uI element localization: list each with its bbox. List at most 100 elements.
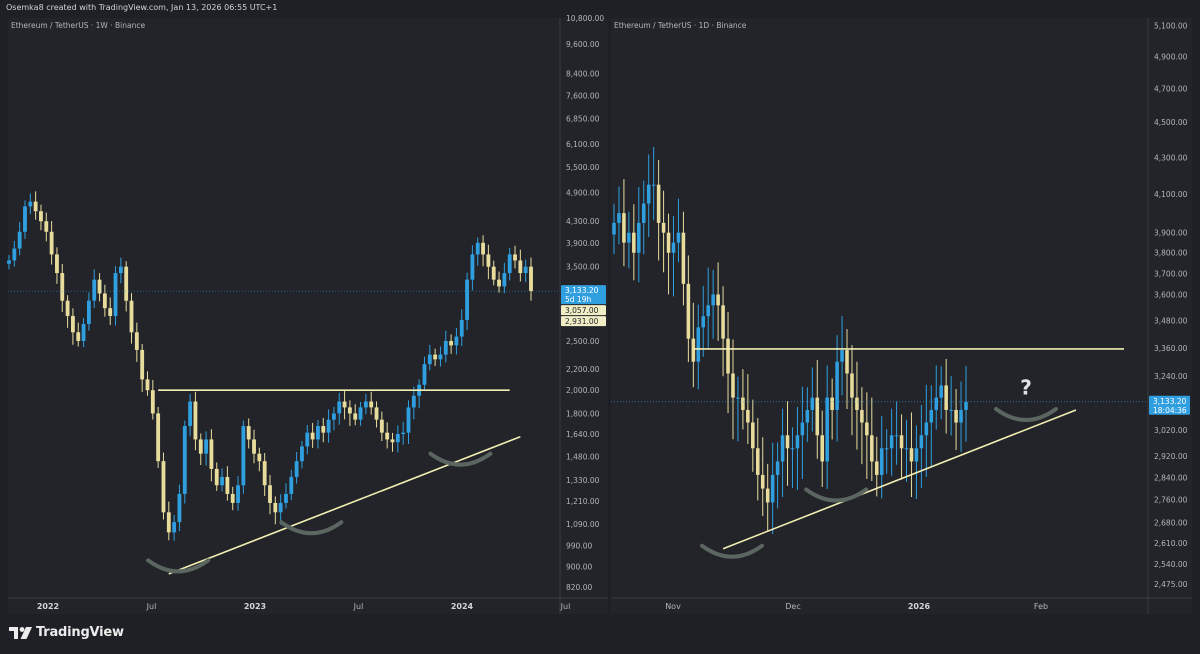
candle (835, 361, 839, 410)
candle (934, 397, 939, 410)
y-tick-label: 2,200.00 (566, 365, 600, 374)
y-tick-label: 3,900.00 (1154, 229, 1188, 238)
candle (840, 350, 844, 362)
chart-watermark-header: Osemka8 created with TradingView.com, Ja… (6, 3, 278, 12)
y-tick-label: 3,500.00 (566, 263, 600, 272)
candle (746, 409, 750, 423)
chart-title: Ethereum / TetherUS · 1D · Binance (614, 21, 747, 30)
candle (262, 461, 267, 486)
x-tick-label: Dec (785, 602, 800, 611)
candle (795, 435, 800, 449)
candle (909, 448, 914, 462)
candle (385, 432, 390, 440)
candle (465, 279, 469, 320)
candle (236, 485, 240, 503)
candle (39, 211, 43, 222)
y-tick-label: 1,330.00 (566, 476, 600, 485)
candle (924, 422, 929, 436)
candle (124, 266, 129, 301)
y-tick-label: 1,090.00 (566, 520, 600, 529)
candle (731, 373, 735, 398)
y-tick-label: 4,900.00 (566, 188, 600, 197)
candle (770, 474, 775, 503)
candle (959, 409, 963, 423)
candle (443, 340, 448, 355)
candle (914, 448, 919, 462)
candle (641, 203, 646, 223)
candle (65, 300, 70, 316)
candle (919, 435, 924, 449)
candle (230, 493, 235, 503)
candle (326, 419, 331, 433)
support-trendline (168, 435, 521, 575)
candle (134, 332, 139, 350)
candle (666, 232, 671, 253)
y-tick-label: 2,540.00 (1154, 560, 1188, 569)
footer: TradingView (9, 625, 124, 640)
candle (379, 419, 384, 433)
candle (246, 426, 251, 440)
candle (502, 273, 507, 287)
last-price-badge (1149, 395, 1190, 415)
y-tick-label: 5,100.00 (1154, 22, 1188, 31)
y-tick-label: 1,210.00 (566, 497, 600, 506)
candle (86, 300, 91, 324)
y-tick-label: 6,100.00 (566, 140, 600, 149)
candle (622, 213, 626, 243)
candle (390, 439, 395, 443)
candle (486, 254, 491, 267)
candle (358, 407, 363, 420)
y-tick-label: 3,360.00 (1154, 344, 1188, 353)
candle (637, 222, 641, 253)
bar-countdown-label: 5d 19h (565, 295, 591, 304)
candle (696, 327, 701, 362)
candle (108, 308, 113, 316)
candle (491, 266, 496, 280)
candle (316, 426, 320, 440)
candle (214, 468, 219, 486)
candle (44, 221, 49, 232)
candles (7, 191, 533, 541)
candle (166, 512, 171, 533)
support-trendline (722, 409, 1077, 550)
candle (964, 401, 968, 410)
y-tick-label: 2,920.00 (1154, 452, 1188, 461)
y-tick-label: 4,100.00 (1154, 190, 1188, 199)
chart-pane-1: Ethereum / TetherUS · 1W · Binance 10,800… (7, 14, 608, 614)
y-tick-label: 5,500.00 (566, 163, 600, 172)
y-tick-label: 4,300.00 (1154, 153, 1188, 162)
last-price-badge (561, 285, 606, 305)
y-tick-label: 2,760.00 (1154, 496, 1188, 505)
chart-pane-2: Ethereum / TetherUS · 1D · Binance 5,100.… (611, 18, 1192, 614)
candle (529, 266, 533, 292)
candle (369, 401, 374, 408)
bar-countdown-label: 18:04:36 (1153, 406, 1187, 415)
candle (929, 409, 934, 423)
candle (627, 232, 631, 243)
candle (268, 485, 272, 503)
candle (60, 273, 65, 301)
candle (475, 242, 480, 255)
candle (481, 242, 485, 255)
y-tick-label: 2,500.00 (566, 337, 600, 346)
candle (252, 439, 256, 454)
y-tick-label: 2,840.00 (1154, 474, 1188, 483)
candle (342, 401, 347, 408)
pattern-arc (279, 520, 344, 536)
candle (161, 461, 166, 513)
last-price-label: 3,133.20 (1153, 397, 1187, 406)
pane-background (8, 18, 608, 614)
candle (939, 385, 943, 398)
candle (438, 354, 443, 360)
candle (145, 379, 150, 391)
x-tick-label: 2022 (37, 602, 59, 611)
candle (815, 397, 820, 436)
candle (459, 319, 464, 337)
candle (257, 453, 262, 462)
y-tick-label: 900.00 (566, 562, 592, 571)
candle (374, 407, 379, 420)
y-tick-label: 3,240.00 (1154, 372, 1188, 381)
candle (870, 435, 874, 462)
x-tick-label: 2026 (908, 602, 931, 611)
